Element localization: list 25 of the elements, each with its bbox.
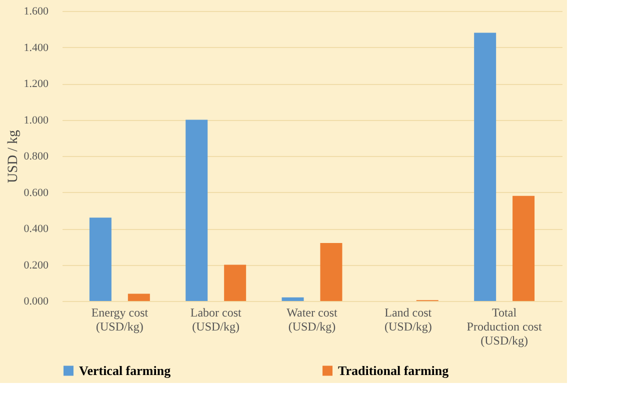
bar: [282, 297, 304, 301]
y-tick-label: 1.000: [24, 114, 49, 126]
y-tick-label: 1.600: [24, 6, 49, 18]
y-tick-label: 0.200: [24, 259, 49, 272]
bar: [224, 264, 246, 301]
x-tick-label: Energy cost (USD/kg): [91, 306, 149, 334]
y-tick-label: 1.200: [24, 78, 49, 90]
x-tick-label: Total Production cost (USD/kg): [466, 306, 542, 348]
y-tick-label: 1.400: [24, 42, 49, 54]
y-tick-label: 0.800: [24, 150, 49, 162]
bar: [474, 32, 496, 301]
bar: [128, 294, 150, 301]
y-tick-label: 0.000: [24, 296, 49, 308]
legend-label: Vertical farming: [79, 362, 172, 378]
bar: [512, 196, 535, 301]
legend-label: Traditional farming: [338, 362, 450, 378]
bar: [89, 218, 112, 301]
y-tick-label: 0.400: [24, 223, 49, 235]
y-axis-title: USD / kg: [6, 130, 21, 183]
y-tick-label: 0.600: [24, 186, 49, 199]
bar: [320, 243, 342, 301]
x-tick-label: Labor cost (USD/kg): [190, 306, 242, 334]
x-tick-label: Land cost (USD/kg): [384, 306, 432, 334]
x-tick-label: Water cost (USD/kg): [286, 306, 338, 334]
bar: [186, 120, 208, 301]
